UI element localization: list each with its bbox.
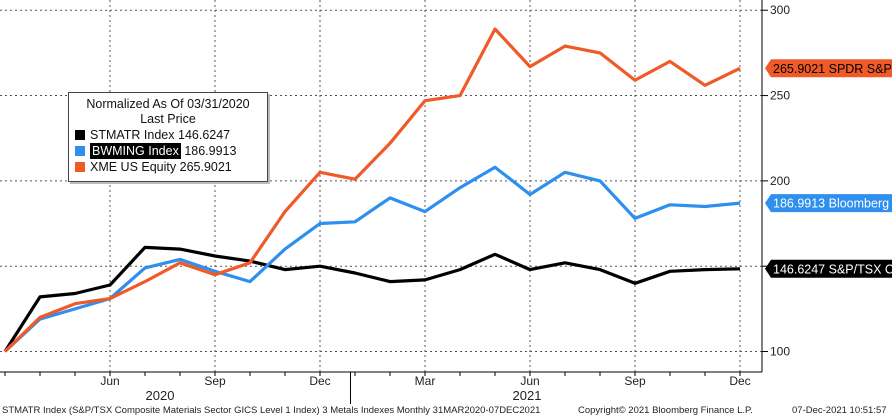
legend-entry-stmatr: STMATR Index 146.6247 [75,127,261,143]
legend-label-xme: XME US Equity [90,160,177,174]
end-tag-label: 186.9913 Bloomberg [773,197,889,211]
y-tick-label: 200 [770,174,790,188]
x-tick-label: Sep [204,374,226,388]
x-tick-label: Mar [415,374,436,388]
y-tick-label: 100 [770,345,790,359]
x-tick-label: Dec [729,374,750,388]
legend-entry-bwming: BWMING Index 186.9913 [75,143,261,159]
end-tag-0: 146.6247 S&P/TSX C [765,259,892,278]
footer-timestamp: 07-Dec-2021 10:51:57 [792,405,887,416]
legend-label-bwming: BWMING Index [90,143,181,159]
legend-value-bwming: 186.9913 [184,144,237,158]
end-tag-bg [765,259,892,278]
legend-value-xme: 265.9021 [179,160,232,174]
x-tick-label: Sep [624,374,646,388]
end-tag-1: 186.9913 Bloomberg [765,194,892,213]
y-tick-label: 250 [770,89,790,103]
legend: Normalized As Of 03/31/2020 Last Price S… [68,92,268,182]
series-line-1 [3,165,741,353]
series-line-0 [3,245,741,353]
end-value-tags: 146.6247 S&P/TSX C 186.9913 Bloomberg 265.… [765,59,892,278]
legend-value-stmatr: 146.6247 [178,128,231,142]
year-label-2020: 2020 [146,388,175,403]
end-tag-label: 146.6247 S&P/TSX C [773,262,892,276]
end-tag-2: 265.9021 SPDR S&P [765,59,892,78]
tick-labels: 100 200 250 300 Jun Sep Dec Mar Jun Sep Dec 2020 202… [100,3,790,403]
y-tick-label: 300 [770,3,790,17]
legend-entry-xme: XME US Equity 265.9021 [75,159,261,175]
legend-swatch-bwming [75,146,85,156]
legend-title: Normalized As Of 03/31/2020 [86,97,250,111]
series-lines [3,27,741,353]
legend-label-stmatr: STMATR Index [90,128,175,142]
end-tag-bg [765,59,892,78]
footer-copyright: Copyright© 2021 Bloomberg Finance L.P. [578,405,753,416]
x-tick-label: Jun [100,374,119,388]
legend-subtitle: Last Price [140,112,196,126]
legend-swatch-stmatr [75,130,85,140]
x-tick-label: Jun [520,374,539,388]
end-tag-bg [765,194,892,213]
legend-swatch-xme [75,162,85,172]
grid-lines [0,0,762,372]
footer-source: STMATR Index (S&P/TSX Composite Material… [2,405,541,416]
year-label-2021: 2021 [513,388,542,403]
x-tick-label: Dec [309,374,330,388]
series-line-2 [3,27,741,353]
end-tag-label: 265.9021 SPDR S&P [773,62,892,76]
